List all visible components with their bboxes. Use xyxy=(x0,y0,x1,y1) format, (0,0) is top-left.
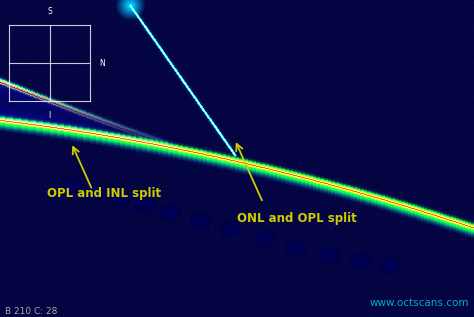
Text: OPL and INL split: OPL and INL split xyxy=(47,186,162,199)
Text: ONL and OPL split: ONL and OPL split xyxy=(237,212,357,225)
Text: www.octscans.com: www.octscans.com xyxy=(370,298,469,308)
Text: B 210 C: 28: B 210 C: 28 xyxy=(5,307,57,316)
